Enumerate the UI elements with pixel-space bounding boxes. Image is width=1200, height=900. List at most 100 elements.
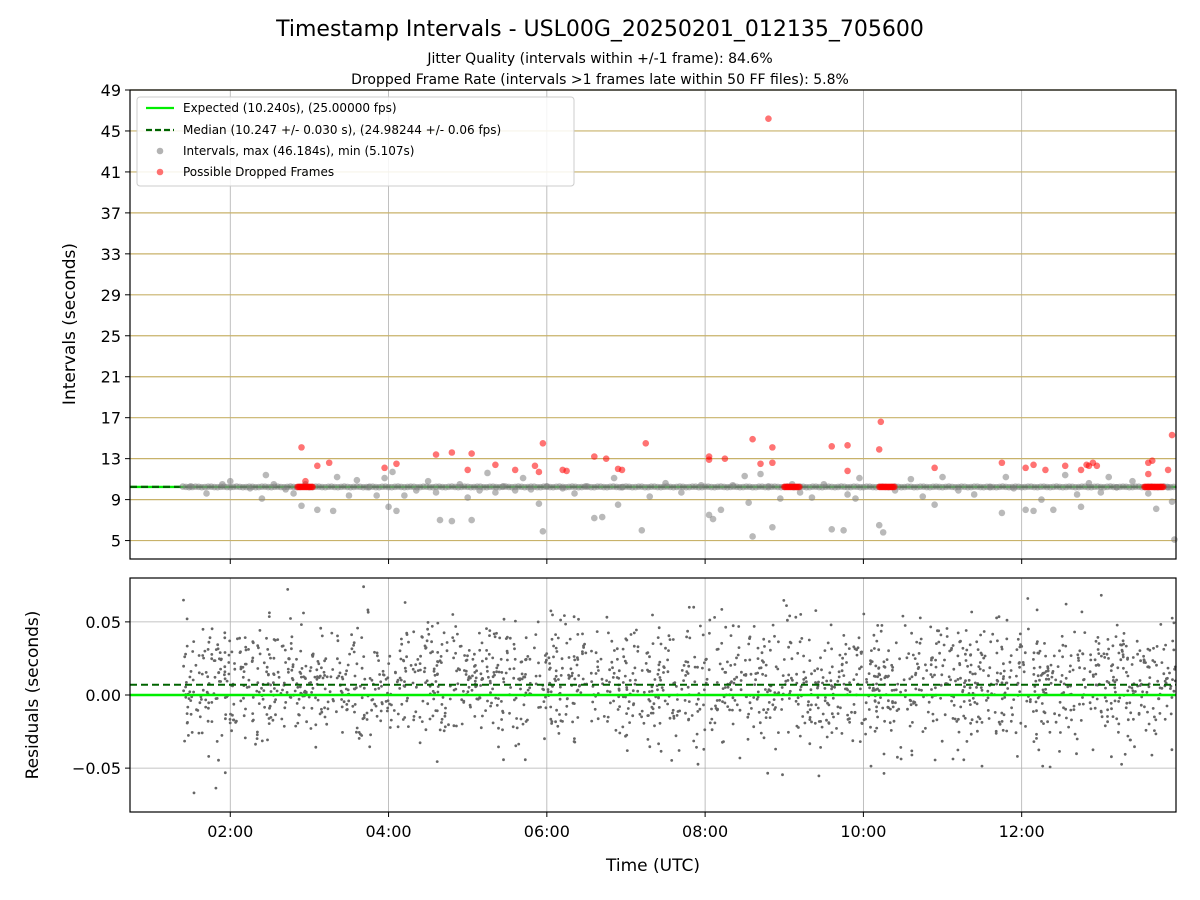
residual-point [636, 645, 640, 649]
residual-point [817, 680, 820, 684]
residual-point [276, 638, 280, 641]
interval-point [583, 482, 590, 490]
residual-point [596, 660, 600, 663]
residual-point [618, 731, 622, 735]
residual-point [964, 629, 968, 632]
residual-point [617, 676, 621, 680]
residual-point [228, 718, 232, 721]
residual-point [768, 716, 772, 719]
residual-point [559, 618, 562, 622]
interval-point [365, 484, 373, 491]
residual-point [766, 708, 770, 711]
residual-point [380, 701, 384, 704]
residual-point [366, 608, 370, 612]
residual-point [1023, 651, 1027, 655]
residual-point [656, 672, 660, 676]
residual-point [316, 698, 320, 702]
residual-point [821, 676, 825, 679]
residual-point [500, 700, 503, 703]
residual-point [549, 717, 553, 721]
residual-point [320, 707, 323, 711]
residual-point [794, 699, 798, 703]
residual-point [1069, 708, 1073, 712]
residual-point [934, 665, 938, 669]
residual-point [228, 639, 232, 643]
residual-point [970, 718, 974, 722]
residual-point [324, 657, 328, 661]
residual-point [355, 726, 359, 730]
dropped-frame-point [1160, 483, 1167, 491]
residual-point [1000, 647, 1004, 651]
residual-point [735, 703, 739, 707]
residual-point [883, 719, 886, 723]
interval-point [678, 489, 685, 496]
residual-point [436, 672, 439, 676]
residual-point [872, 633, 876, 637]
residual-point [500, 718, 503, 721]
residual-point [528, 686, 532, 690]
residual-point [621, 725, 625, 729]
residual-point [570, 674, 574, 678]
residual-point [908, 677, 912, 681]
residual-point [265, 670, 268, 674]
residual-point [910, 675, 914, 679]
residual-point [808, 708, 812, 711]
residual-point [567, 656, 571, 659]
residual-point [736, 653, 740, 657]
residual-point [810, 720, 813, 724]
residual-point [701, 666, 704, 670]
residual-point [338, 671, 342, 675]
residual-point [882, 665, 886, 668]
residual-point [914, 687, 918, 691]
residual-point [375, 714, 379, 718]
residual-point [814, 681, 817, 684]
residual-point [335, 710, 338, 714]
residual-point [186, 721, 189, 724]
residual-point [310, 706, 314, 710]
residual-point [721, 687, 725, 690]
residual-point [464, 669, 468, 673]
residual-point [1135, 639, 1139, 643]
residual-point [542, 688, 545, 692]
residual-point [1027, 627, 1030, 631]
residual-point [1117, 730, 1120, 734]
residual-point [864, 732, 867, 736]
residual-point [548, 666, 552, 670]
residual-point [921, 730, 925, 733]
dropped-frame-point [535, 468, 543, 476]
residual-point [323, 674, 326, 677]
interval-point [879, 529, 887, 536]
residual-point [1026, 597, 1030, 600]
residual-point [188, 690, 192, 694]
residual-point [323, 706, 326, 710]
residual-point [563, 614, 566, 617]
residual-point [323, 715, 327, 719]
residual-point [1156, 679, 1160, 683]
dropped-frame-point [1042, 466, 1049, 474]
residual-point [244, 648, 248, 652]
residual-point [1106, 715, 1109, 718]
residual-point [197, 671, 201, 675]
residual-point [596, 717, 600, 721]
interval-point [262, 471, 270, 479]
residual-point [628, 721, 631, 724]
interval-point [610, 474, 618, 482]
residual-point [1081, 696, 1084, 699]
residual-point [1115, 623, 1119, 627]
residual-point [584, 651, 588, 655]
residual-point [555, 708, 558, 712]
residual-point [962, 714, 966, 718]
residual-point [362, 585, 365, 589]
residual-point [439, 655, 443, 658]
residual-point [1106, 708, 1109, 712]
residual-point [903, 624, 907, 627]
residual-point [1048, 730, 1052, 734]
residual-point [201, 654, 205, 657]
residual-point [729, 634, 733, 637]
residual-point [693, 680, 697, 684]
residual-point [652, 702, 656, 706]
residual-point [479, 726, 483, 730]
residual-point [295, 657, 298, 661]
residual-point [512, 676, 516, 680]
